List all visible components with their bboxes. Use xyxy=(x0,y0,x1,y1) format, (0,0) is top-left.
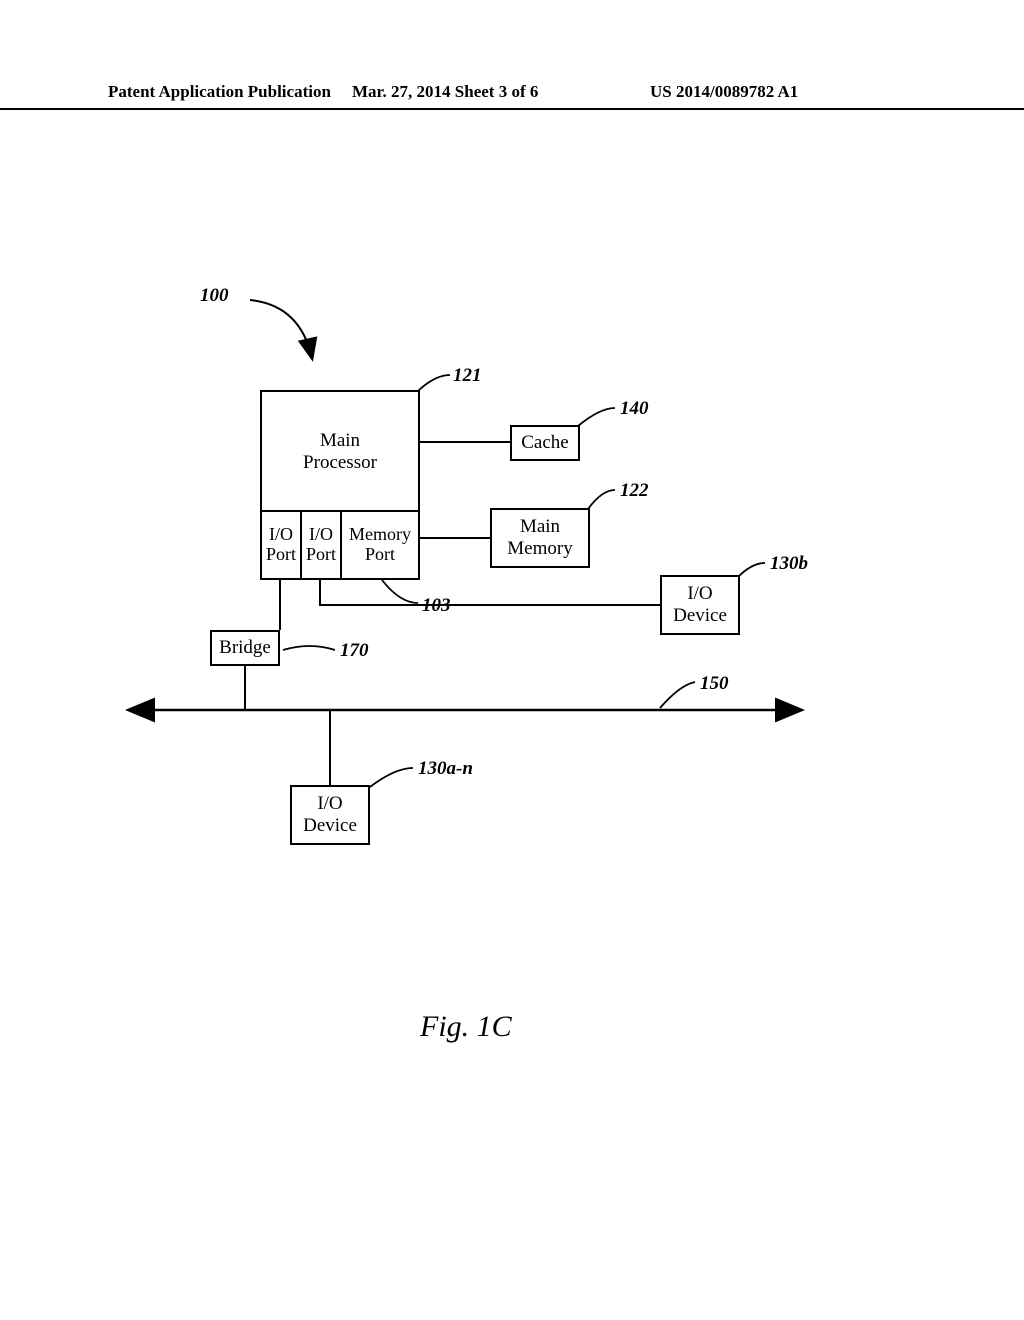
page-header: Patent Application Publication Mar. 27, … xyxy=(0,82,1024,110)
io-device-b-line1: I/O xyxy=(687,583,712,605)
memory-port-line1: Memory xyxy=(349,525,411,545)
ports-row: I/O Port I/O Port Memory Port xyxy=(260,510,420,580)
ref-130b: 130b xyxy=(770,553,808,575)
io-port-2-line1: I/O xyxy=(309,525,333,545)
io-device-a-line1: I/O xyxy=(317,793,342,815)
io-device-a-block: I/O Device xyxy=(290,785,370,845)
block-diagram: Main Processor I/O Port I/O Port Memory … xyxy=(0,260,1024,960)
main-processor-block: Main Processor I/O Port I/O Port Memory … xyxy=(260,390,420,580)
io-port-2-line2: Port xyxy=(306,545,336,565)
main-memory-line1: Main xyxy=(520,516,560,538)
ref-150: 150 xyxy=(700,673,729,695)
memory-port-line2: Port xyxy=(365,545,395,565)
bridge-label: Bridge xyxy=(219,637,271,659)
main-processor-line1: Main xyxy=(320,430,360,452)
ref-122: 122 xyxy=(620,480,649,502)
io-device-a-line2: Device xyxy=(303,815,357,837)
ref-100: 100 xyxy=(200,285,229,307)
bridge-block: Bridge xyxy=(210,630,280,666)
memory-port: Memory Port xyxy=(340,510,420,580)
ref-140: 140 xyxy=(620,398,649,420)
header-left: Patent Application Publication xyxy=(108,82,331,102)
main-processor-line2: Processor xyxy=(303,452,377,474)
main-memory-line2: Memory xyxy=(507,538,572,560)
io-port-1-line2: Port xyxy=(266,545,296,565)
io-port-1-line1: I/O xyxy=(269,525,293,545)
main-processor-label: Main Processor xyxy=(262,392,418,512)
io-port-1: I/O Port xyxy=(260,510,300,580)
header-mid: Mar. 27, 2014 Sheet 3 of 6 xyxy=(352,82,538,102)
main-memory-block: Main Memory xyxy=(490,508,590,568)
figure-caption: Fig. 1C xyxy=(420,1010,512,1044)
ref-130an: 130a-n xyxy=(418,758,473,780)
io-device-b-block: I/O Device xyxy=(660,575,740,635)
ref-103: 103 xyxy=(422,595,451,617)
io-port-2: I/O Port xyxy=(300,510,340,580)
cache-label: Cache xyxy=(521,432,568,454)
io-device-b-line2: Device xyxy=(673,605,727,627)
ref-121: 121 xyxy=(453,365,482,387)
cache-block: Cache xyxy=(510,425,580,461)
connector-layer xyxy=(0,260,1024,960)
ref-170: 170 xyxy=(340,640,369,662)
header-right: US 2014/0089782 A1 xyxy=(650,82,798,102)
